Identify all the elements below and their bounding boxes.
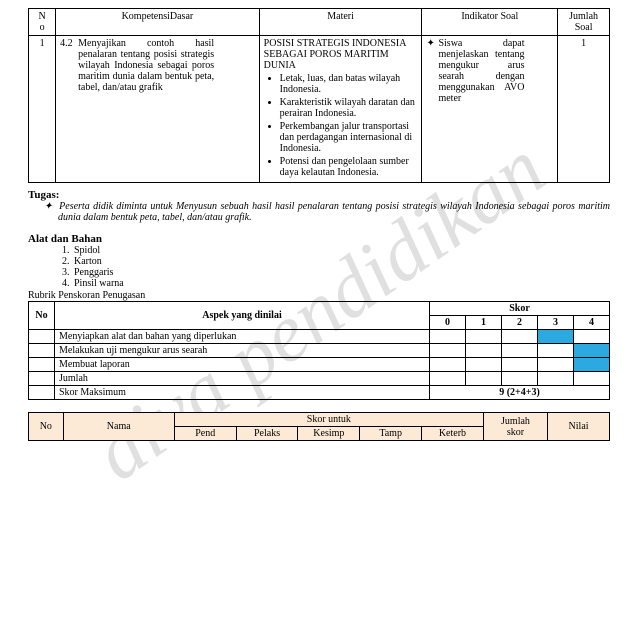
su-header-keterb: Keterb [422,427,484,441]
cell-indikator: ✦Siswa dapat menjelaskan tentang menguku… [422,36,558,183]
rubrik-aspek: Menyiapkan alat dan bahan yang diperluka… [55,330,430,344]
materi-title: POSISI STRATEGIS INDONESIA SEBAGAI POROS… [264,38,418,71]
skor-untuk-table: No Nama Skor untuk Jumlahskor Nilai Pend… [28,412,610,441]
alat-item: Karton [72,256,610,267]
score-cell-highlighted [538,330,574,344]
alat-list: Spidol Karton Penggaris Pinsil warna [28,245,610,289]
header-kd: KompetensiDasar [56,9,260,36]
rubrik-row: Membuat laporan [29,358,610,372]
rubrik-row-jumlah: Jumlah [29,372,610,386]
materi-item: Karakteristik wilayah daratan dan perair… [280,97,418,119]
indikator-text: Siswa dapat menjelaskan tentang mengukur… [438,38,524,104]
rubrik-header-s0: 0 [430,316,466,330]
rubrik-header-aspek: Aspek yang dinilai [55,302,430,330]
su-header-jumlah: Jumlahskor [483,413,547,441]
rubrik-aspek: Membuat laporan [55,358,430,372]
score-cell-highlighted [574,344,610,358]
alat-item: Pinsil warna [72,278,610,289]
rubrik-header-s4: 4 [574,316,610,330]
rubrik-header-no: No [29,302,55,330]
page-content: No KompetensiDasar Materi Indikator Soal… [28,8,610,441]
score-cell-highlighted [574,358,610,372]
header-indikator: Indikator Soal [422,9,558,36]
rubrik-aspek: Melakukan uji mengukur arus searah [55,344,430,358]
rubrik-header-s3: 3 [538,316,574,330]
kompetensi-table: No KompetensiDasar Materi Indikator Soal… [28,8,610,183]
materi-item: Potensi dan pengelolaan sumber daya kela… [280,156,418,178]
tugas-item: ✦ Peserta didik diminta untuk Menyusun s… [28,201,610,223]
su-header-pelaks: Pelaks [236,427,298,441]
rubrik-maks-value: 9 (2+4+3) [430,386,610,400]
cell-kd: 4.2Menyajikan contoh hasil penalaran ten… [56,36,260,183]
su-header-nilai: Nilai [548,413,610,441]
su-header-skor-untuk: Skor untuk [174,413,483,427]
rubrik-header-skor: Skor [430,302,610,316]
rubrik-label: Rubrik Penskoran Penugasan [28,290,610,301]
rubrik-jumlah-label: Jumlah [55,372,430,386]
kd-text: Menyajikan contoh hasil penalaran tentan… [78,38,214,93]
su-header-kesimp: Kesimp [298,427,360,441]
header-jumlah: JumlahSoal [558,9,610,36]
rubrik-header-s1: 1 [466,316,502,330]
cell-materi: POSISI STRATEGIS INDONESIA SEBAGAI POROS… [259,36,422,183]
rubrik-header-s2: 2 [502,316,538,330]
alat-item: Spidol [72,245,610,256]
rubrik-maks-label: Skor Maksimum [55,386,430,400]
header-materi: Materi [259,9,422,36]
rubrik-row-maks: Skor Maksimum 9 (2+4+3) [29,386,610,400]
rubrik-row: Menyiapkan alat dan bahan yang diperluka… [29,330,610,344]
kd-number: 4.2 [60,38,78,49]
materi-item: Letak, luas, dan batas wilayah Indonesia… [280,73,418,95]
tugas-text: Peserta didik diminta untuk Menyusun seb… [58,201,610,223]
alat-item: Penggaris [72,267,610,278]
table-row: 1 4.2Menyajikan contoh hasil penalaran t… [29,36,610,183]
su-header-pend: Pend [174,427,236,441]
cell-no: 1 [29,36,56,183]
tugas-title: Tugas: [28,189,610,201]
alat-title: Alat dan Bahan [28,233,610,245]
su-header-nama: Nama [63,413,174,441]
su-header-no: No [29,413,64,441]
arrow-icon: ✦ [426,38,438,49]
rubrik-table: No Aspek yang dinilai Skor 0 1 2 3 4 Men… [28,301,610,400]
materi-list: Letak, luas, dan batas wilayah Indonesia… [264,73,418,178]
header-no: No [29,9,56,36]
cell-jumlah: 1 [558,36,610,183]
rubrik-row: Melakukan uji mengukur arus searah [29,344,610,358]
materi-item: Perkembangan jalur transportasi dan perd… [280,121,418,154]
su-header-tamp: Tamp [360,427,422,441]
